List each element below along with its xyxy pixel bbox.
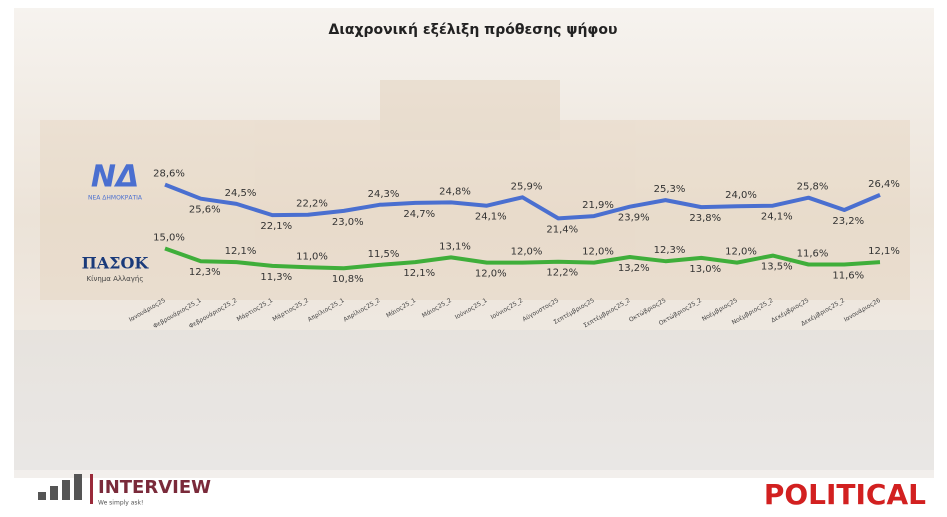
- data-label: 23,2%: [832, 216, 864, 227]
- legend-label: ΠΑΣΟΚ: [82, 254, 150, 273]
- data-label: 22,2%: [296, 199, 328, 210]
- data-label: 25,9%: [511, 181, 543, 192]
- data-label: 11,5%: [368, 249, 400, 260]
- brand: POLITICAL: [764, 478, 926, 511]
- data-label: 12,0%: [725, 247, 757, 258]
- data-label: 25,8%: [797, 182, 829, 193]
- data-label: 23,0%: [332, 217, 364, 228]
- data-label: 24,8%: [439, 186, 471, 197]
- data-label: 24,1%: [761, 212, 793, 223]
- legend-subtitle: Κίνημα Αλλαγής: [87, 275, 144, 283]
- data-label: 10,8%: [332, 274, 364, 285]
- data-label: 12,0%: [475, 269, 507, 280]
- data-label: 11,6%: [797, 248, 829, 259]
- data-label: 12,2%: [546, 268, 578, 279]
- data-label: 24,1%: [475, 212, 507, 223]
- data-label: 12,3%: [189, 267, 221, 278]
- data-label: 12,1%: [868, 246, 900, 257]
- data-label: 13,5%: [761, 262, 793, 273]
- data-label: 22,1%: [260, 221, 292, 232]
- data-label: 12,1%: [225, 246, 257, 257]
- chart: Διαχρονική εξέλιξη πρόθεσης ψήφου ΝΔ ΝΕΑ…: [0, 0, 947, 513]
- data-label: 21,4%: [546, 224, 578, 235]
- legend-subtitle: ΝΕΑ ΔΗΜΟΚΡΑΤΙΑ: [88, 195, 143, 202]
- data-label: 23,9%: [618, 213, 650, 224]
- data-label: 12,0%: [582, 247, 614, 258]
- data-label: 24,7%: [403, 209, 435, 220]
- data-label: 24,5%: [225, 188, 257, 199]
- data-label: 24,3%: [368, 189, 400, 200]
- chart-title: Διαχρονική εξέλιξη πρόθεσης ψήφου: [329, 22, 618, 38]
- data-label: 11,6%: [832, 270, 864, 281]
- legend-label: ΝΔ: [91, 160, 139, 195]
- data-label: 12,0%: [511, 247, 543, 258]
- data-label: 13,2%: [618, 263, 650, 274]
- data-label: 11,3%: [260, 272, 292, 283]
- brand: INTERVIEW: [98, 477, 211, 498]
- data-label: 12,3%: [654, 245, 686, 256]
- data-label: 23,8%: [689, 213, 721, 224]
- data-label: 25,3%: [654, 184, 686, 195]
- data-label: 24,0%: [725, 190, 757, 201]
- data-label: 15,0%: [153, 233, 185, 244]
- data-label: 25,6%: [189, 205, 221, 216]
- data-label: 13,1%: [439, 241, 471, 252]
- data-label: 11,0%: [296, 251, 328, 262]
- data-label: 21,9%: [582, 200, 614, 211]
- data-label: 26,4%: [868, 179, 900, 190]
- data-label: 13,0%: [689, 264, 721, 275]
- brand-tagline: We simply ask!: [98, 500, 143, 507]
- data-label: 12,1%: [403, 268, 435, 279]
- data-label: 28,6%: [153, 169, 185, 180]
